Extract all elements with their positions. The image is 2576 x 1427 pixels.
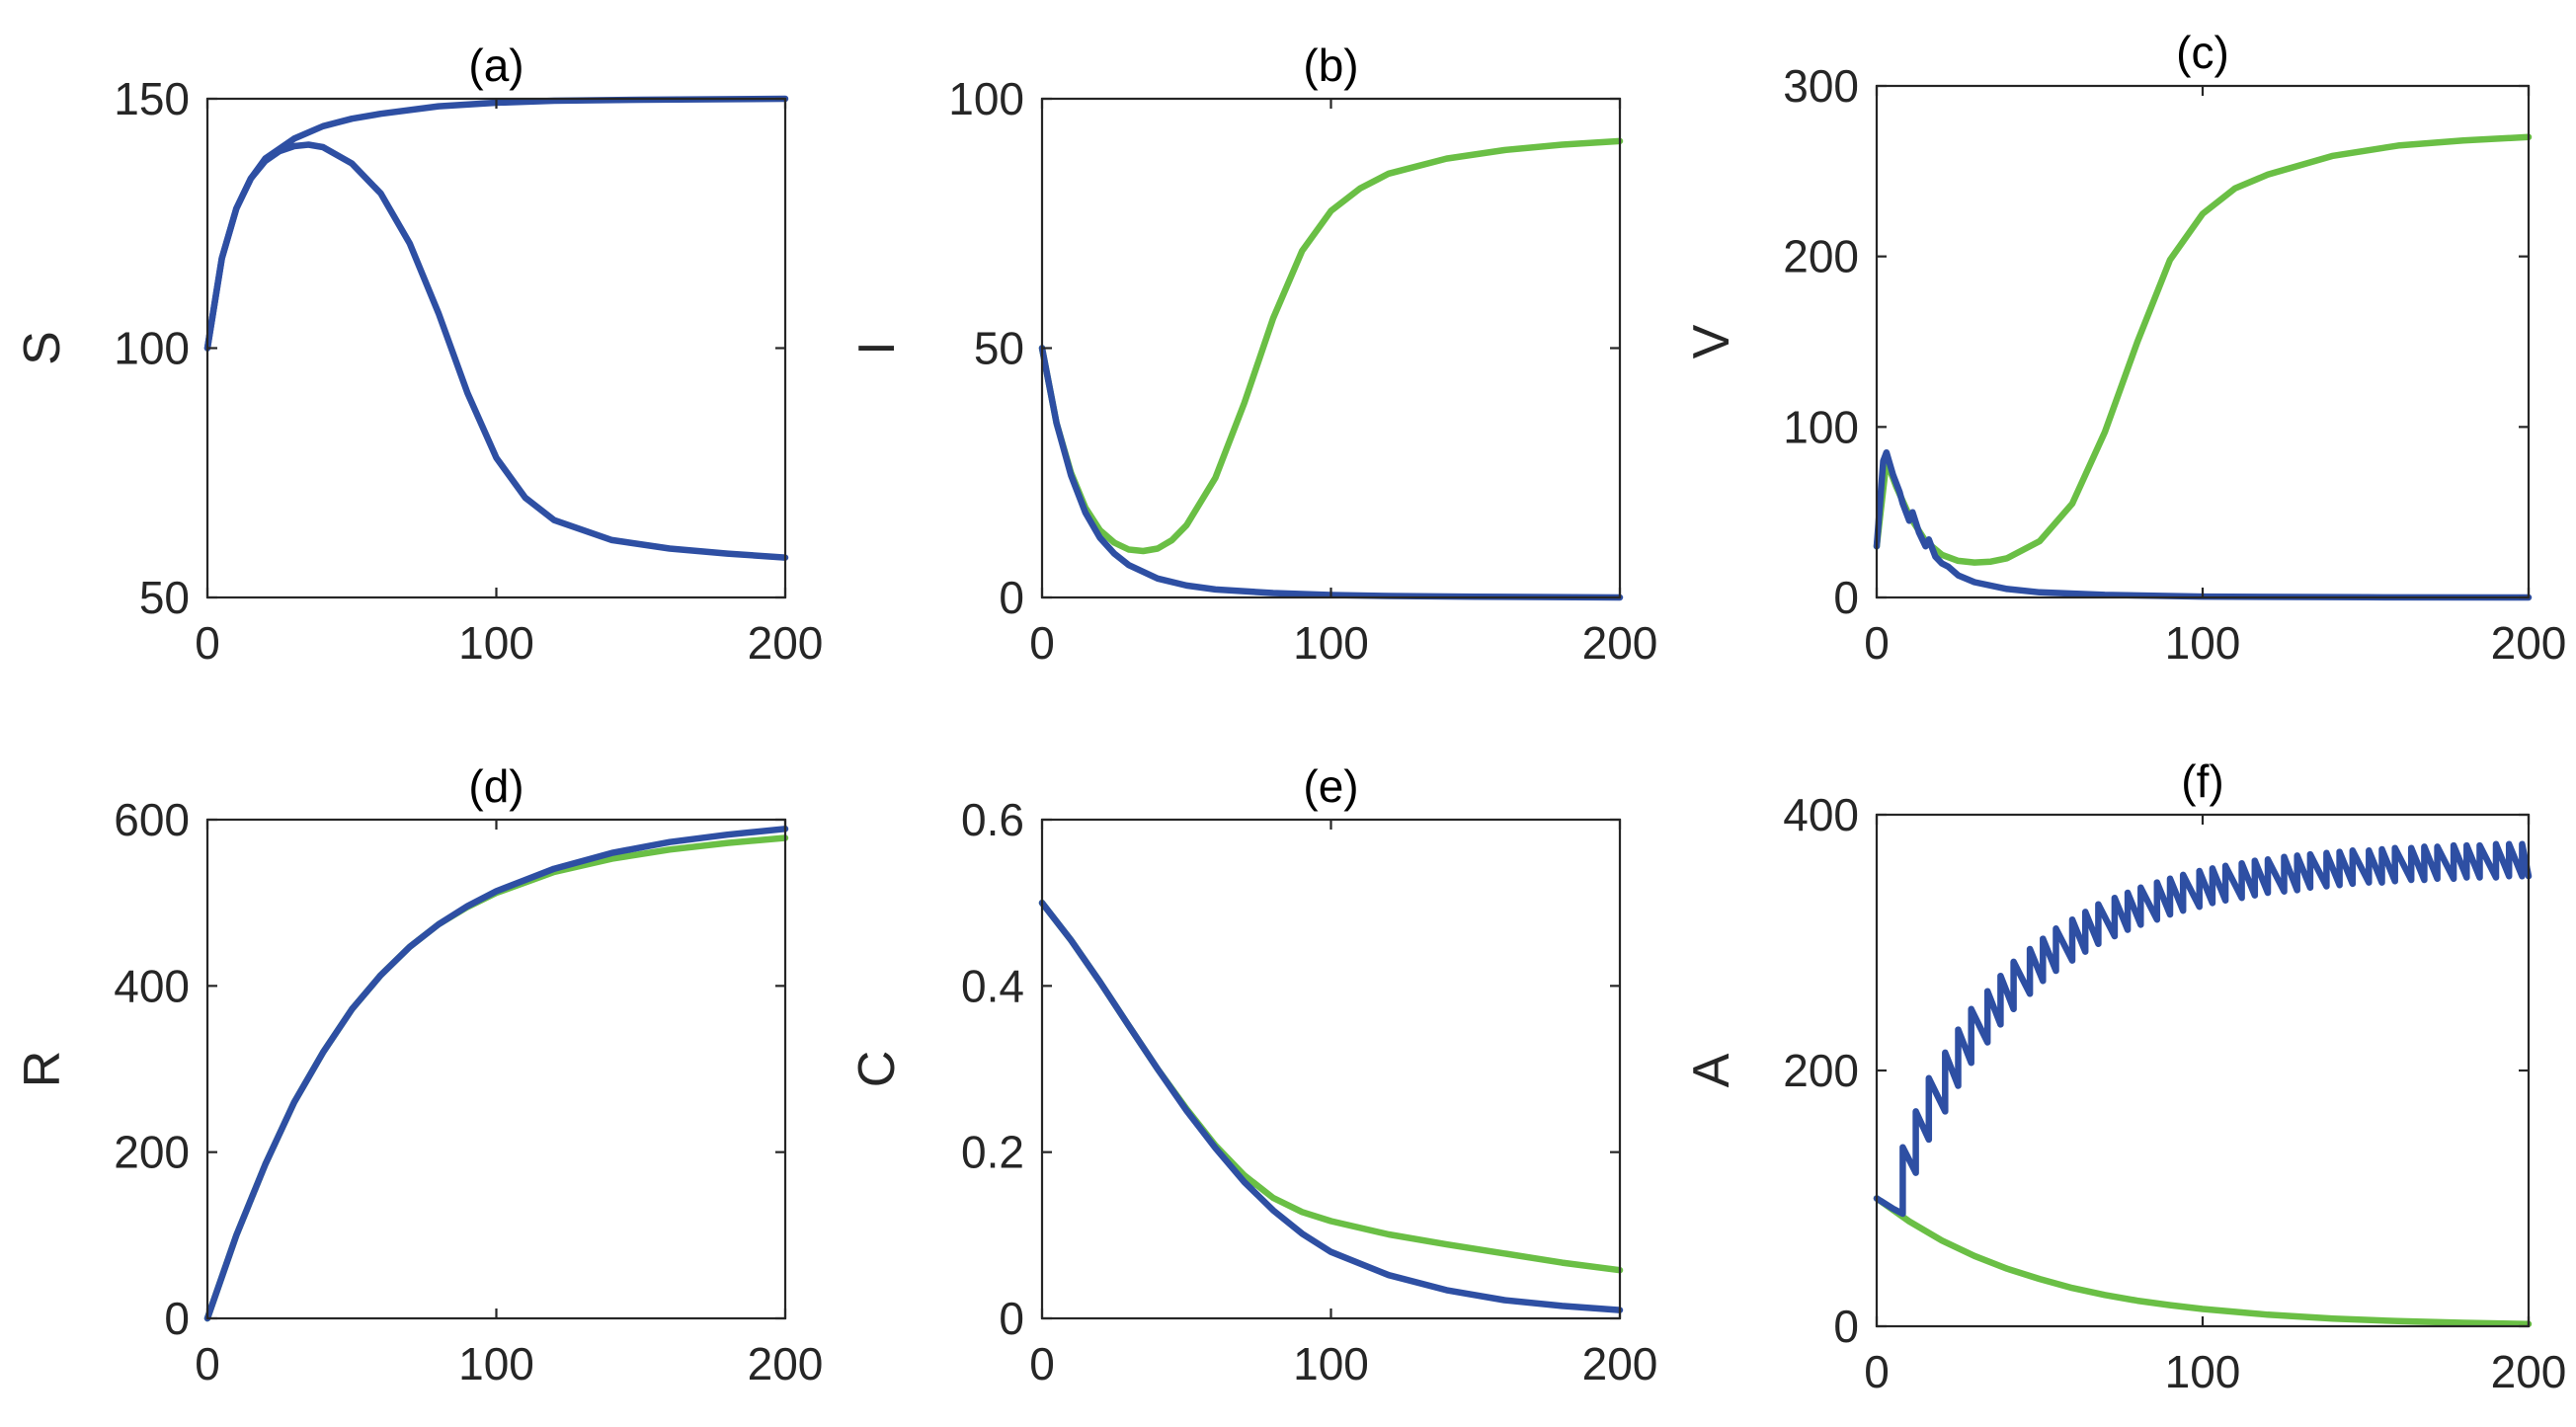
x-tick-label: 0 xyxy=(1864,1346,1890,1397)
y-tick-label: 50 xyxy=(139,572,190,623)
series-line-green xyxy=(1038,137,1624,555)
x-tick-label: 200 xyxy=(2491,617,2567,669)
chart-panel-1: 0 100 200 50 100 150 (a) S xyxy=(14,40,823,669)
y-tick-label: 100 xyxy=(948,73,1024,124)
x-tick-label: 100 xyxy=(2165,1346,2241,1397)
series-line-blue xyxy=(1038,899,1624,1313)
y-tick-label: 0 xyxy=(1833,572,1859,623)
series-line-blue xyxy=(1873,840,2533,1218)
chart-panel-2: 0 100 200 0 50 100 (b) I xyxy=(848,40,1657,669)
y-tick-label: 200 xyxy=(1783,1045,1859,1096)
y-tick-label: 0.2 xyxy=(961,1127,1024,1178)
y-tick-label: 100 xyxy=(114,323,190,374)
chart-panel-5: 0 100 200 0 0.2 0.4 0.6 (e) C xyxy=(848,760,1657,1389)
chart-panel-3: 0 100 200 0 100 200 300 (c) V xyxy=(1683,27,2566,669)
axis-frame xyxy=(1040,818,1622,1320)
panel-title: (d) xyxy=(468,760,523,812)
x-tick-label: 100 xyxy=(1293,1338,1369,1389)
x-tick-label: 200 xyxy=(1582,617,1658,669)
x-tick-label: 200 xyxy=(2491,1346,2567,1397)
series-line-blue-lower xyxy=(203,141,789,561)
series-line-blue xyxy=(1873,448,2533,601)
panel-title: (e) xyxy=(1303,760,1358,812)
x-tick-label: 100 xyxy=(458,617,534,669)
series-line-green xyxy=(1038,899,1624,1274)
y-tick-label: 0 xyxy=(999,572,1024,623)
x-tick-label: 200 xyxy=(748,1338,824,1389)
y-tick-label: 0 xyxy=(999,1293,1024,1344)
panel-title: (c) xyxy=(2176,27,2229,78)
x-tick-label: 0 xyxy=(1029,617,1055,669)
y-tick-label: 400 xyxy=(114,960,190,1011)
series-line-green xyxy=(1873,1195,2533,1327)
series-line-blue-upper xyxy=(203,95,789,352)
axis-frame xyxy=(205,97,787,599)
y-tick-label: 100 xyxy=(1783,401,1859,452)
series-line-green xyxy=(203,834,789,1322)
x-tick-label: 100 xyxy=(458,1338,534,1389)
series-line-green xyxy=(1873,133,2533,566)
y-axis-label: V xyxy=(1683,324,1740,358)
y-tick-label: 200 xyxy=(114,1127,190,1178)
y-axis-label: C xyxy=(848,1051,906,1088)
y-axis-label: R xyxy=(14,1051,71,1088)
y-tick-label: 150 xyxy=(114,73,190,124)
y-tick-label: 50 xyxy=(974,323,1024,374)
y-axis-label: A xyxy=(1683,1053,1740,1087)
x-tick-label: 0 xyxy=(195,617,220,669)
panel-title: (f) xyxy=(2181,755,2223,807)
panel-title: (b) xyxy=(1303,40,1358,91)
y-tick-label: 200 xyxy=(1783,231,1859,282)
axis-frame xyxy=(1040,97,1622,599)
x-tick-label: 0 xyxy=(1029,1338,1055,1389)
axis-frame xyxy=(1875,84,2531,599)
axis-frame xyxy=(1875,813,2531,1328)
y-tick-label: 400 xyxy=(1783,789,1859,840)
x-tick-label: 200 xyxy=(748,617,824,669)
x-tick-label: 0 xyxy=(195,1338,220,1389)
y-tick-label: 300 xyxy=(1783,60,1859,112)
y-tick-label: 0 xyxy=(164,1293,190,1344)
x-tick-label: 0 xyxy=(1864,617,1890,669)
series-line-blue xyxy=(203,826,789,1322)
y-tick-label: 0.4 xyxy=(961,960,1024,1011)
panel-title: (a) xyxy=(468,40,523,91)
chart-panel-4: 0 100 200 0 200 400 600 (d) R xyxy=(14,760,823,1389)
series-line-blue xyxy=(1038,345,1624,601)
chart-panel-6: 0 100 200 0 200 400 (f) A xyxy=(1683,755,2566,1397)
x-tick-label: 200 xyxy=(1582,1338,1658,1389)
x-tick-label: 100 xyxy=(1293,617,1369,669)
x-tick-label: 100 xyxy=(2165,617,2241,669)
y-tick-label: 0 xyxy=(1833,1301,1859,1352)
y-axis-label: S xyxy=(14,331,71,365)
y-tick-label: 0.6 xyxy=(961,794,1024,845)
y-tick-label: 600 xyxy=(114,794,190,845)
y-axis-label: I xyxy=(848,341,906,355)
